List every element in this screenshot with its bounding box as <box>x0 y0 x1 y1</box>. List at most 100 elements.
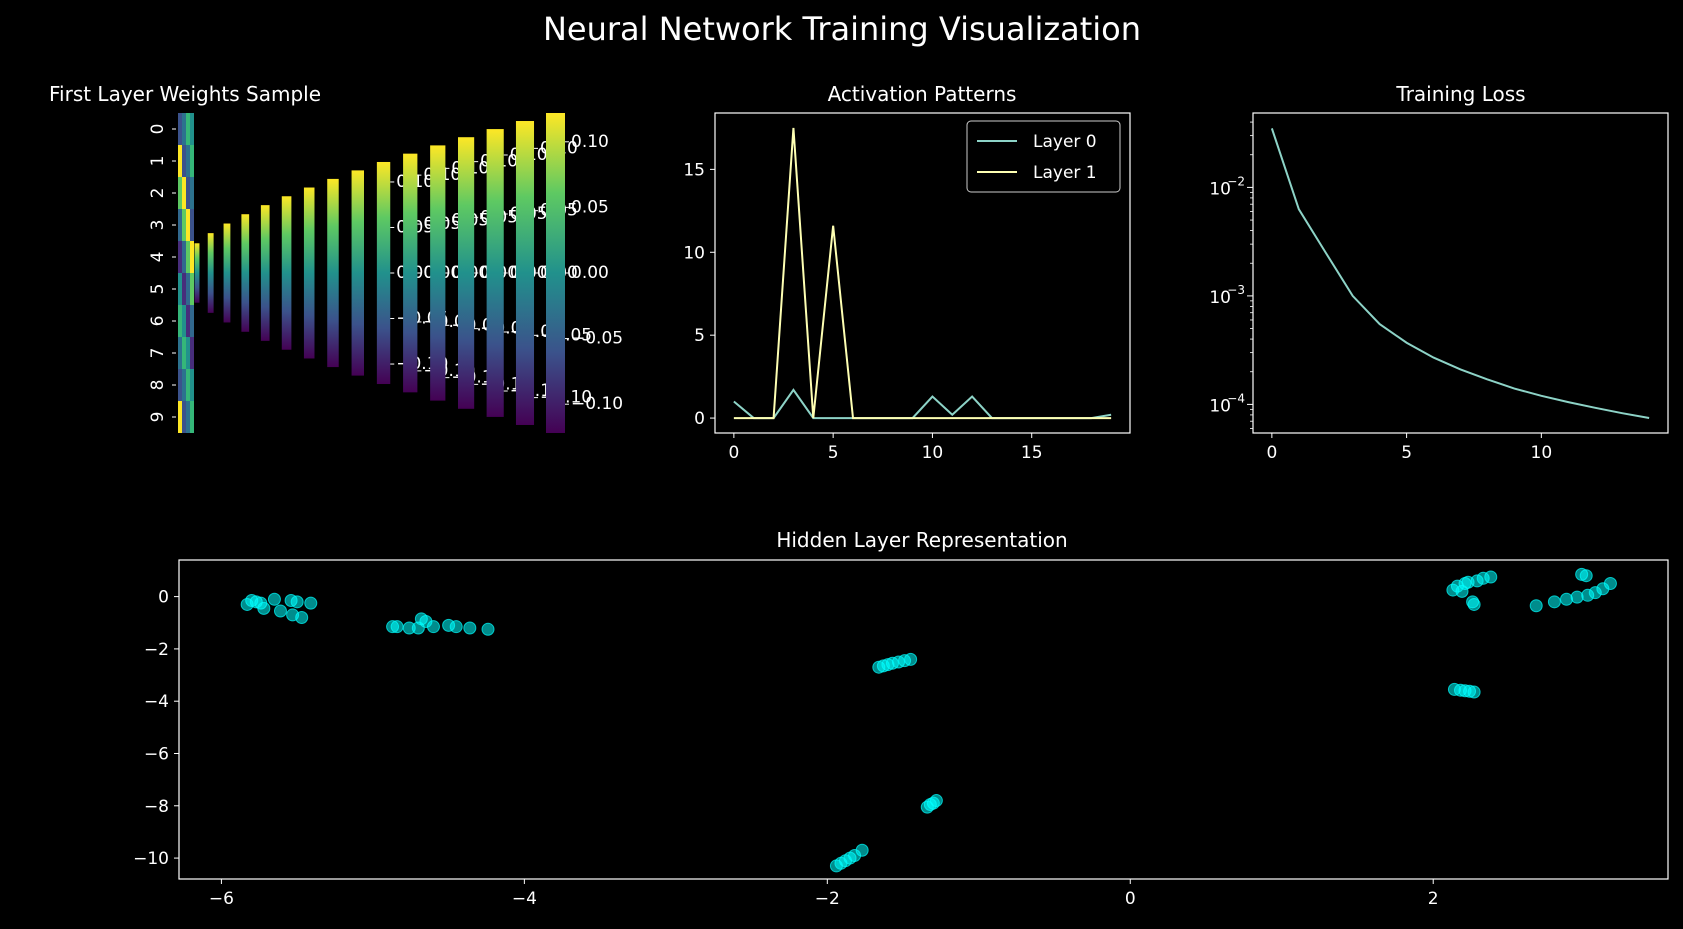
scatter-point <box>855 843 869 857</box>
scatter-point <box>1467 685 1481 699</box>
loss-xtick-label: 5 <box>1401 443 1412 463</box>
activation-frame <box>714 112 1131 434</box>
activation-chart: 0 5 10 15 0 5 10 15 Layer 0 Layer 1 <box>683 112 1131 463</box>
activation-line-layer0 <box>733 388 1112 420</box>
heatmap-cell <box>182 369 186 401</box>
scatter-point <box>1467 597 1481 611</box>
heatmap-cell <box>190 337 194 369</box>
hidden-ytick-label: −4 <box>144 692 169 712</box>
heatmap-title: First Layer Weights Sample <box>49 82 321 106</box>
heatmap-ytick-label: 9 <box>148 412 168 423</box>
hidden-xtick-label: −2 <box>815 889 840 909</box>
heatmap-cell <box>182 241 186 273</box>
activation-xtick-label: 5 <box>828 443 839 463</box>
activation-xtick-label: 0 <box>728 443 739 463</box>
scatter-point <box>1529 599 1543 613</box>
heatmap-cell <box>190 241 194 273</box>
scatter-point <box>449 620 463 634</box>
colorbar <box>486 129 504 417</box>
scatter-point <box>481 622 495 636</box>
colorbar <box>223 223 231 323</box>
scatter-point <box>426 620 440 634</box>
heatmap-ytick-label: 6 <box>148 316 168 327</box>
scatter-point <box>1547 595 1561 609</box>
scatter-point <box>463 621 477 635</box>
scatter-point <box>257 601 271 615</box>
activation-line-layer1 <box>733 127 1112 420</box>
hidden-xtick-label: 2 <box>1428 889 1439 909</box>
heatmap-cell <box>186 305 190 337</box>
heatmap-cell <box>182 273 186 305</box>
heatmap-cell <box>182 209 186 241</box>
heatmap-cell <box>178 273 182 305</box>
heatmap-cell <box>190 177 194 209</box>
colorbar <box>515 121 535 425</box>
legend-label: Layer 1 <box>1033 163 1097 183</box>
heatmap-ytick-label: 0 <box>148 124 168 135</box>
colorbar <box>351 170 365 376</box>
loss-ytick-exponent: −2 <box>1227 174 1245 188</box>
heatmap-cell <box>190 369 194 401</box>
hidden-xtick-label: −6 <box>209 889 234 909</box>
colorbar <box>194 243 200 303</box>
heatmap-cell <box>186 401 190 433</box>
heatmap-ytick-label: 2 <box>148 188 168 199</box>
scatter-point <box>290 595 304 609</box>
colorbar <box>376 161 391 385</box>
loss-title: Training Loss <box>1395 82 1525 106</box>
heatmap-ytick-label: 8 <box>148 380 168 391</box>
activation-ytick-label: 5 <box>694 326 705 346</box>
scatter-point <box>1484 570 1498 584</box>
hidden-ytick-label: 0 <box>158 588 169 608</box>
colorbar <box>303 187 315 359</box>
scatter-point <box>904 652 918 666</box>
colorbar-tick-label: 0.00 <box>571 263 609 283</box>
scatter-point <box>929 794 943 808</box>
heatmap-cell <box>178 177 182 209</box>
heatmap-cell <box>182 337 186 369</box>
hidden-scatter-chart: −6 −4 −2 0 2 0 −2 −4 −6 −8 −10 <box>133 559 1669 909</box>
loss-ytick-exponent: −3 <box>1227 283 1245 297</box>
loss-xtick-label: 0 <box>1266 443 1277 463</box>
heatmap-ytick-label: 5 <box>148 284 168 295</box>
legend-label: Layer 0 <box>1033 132 1097 152</box>
heatmap-cell <box>186 177 190 209</box>
figure-suptitle: Neural Network Training Visualization <box>543 10 1141 48</box>
heatmap-cell <box>190 113 194 145</box>
activation-xtick-label: 10 <box>922 443 944 463</box>
heatmap-cell <box>186 273 190 305</box>
scatter-point <box>304 596 318 610</box>
colorbar-tick-label: 0.05 <box>571 197 609 217</box>
scatter-point <box>295 611 309 625</box>
heatmap-cell <box>182 145 186 177</box>
colorbar <box>327 178 339 368</box>
activation-legend: Layer 0 Layer 1 <box>966 120 1121 193</box>
scatter-point <box>267 592 281 606</box>
activation-ytick-label: 10 <box>683 243 705 263</box>
loss-line <box>1270 128 1650 419</box>
heatmap-cell <box>186 113 190 145</box>
heatmap-ytick-label: 4 <box>148 252 168 263</box>
heatmap-cell <box>178 145 182 177</box>
colorbar <box>457 137 475 409</box>
scatter-point <box>390 620 404 634</box>
hidden-ytick-label: −10 <box>133 849 169 869</box>
hidden-ytick-label: −8 <box>144 797 169 817</box>
heatmap-cell <box>190 209 194 241</box>
heatmap-cell <box>190 273 194 305</box>
activation-ytick-label: 0 <box>694 409 705 429</box>
colorbar-tick-label: −0.05 <box>571 329 623 349</box>
heatmap-cell <box>182 177 186 209</box>
heatmap-cell <box>178 369 182 401</box>
scatter-point <box>1579 569 1593 583</box>
loss-ytick-exponent: −4 <box>1227 391 1245 405</box>
heatmap-cell <box>186 241 190 273</box>
colorbar <box>241 214 250 332</box>
heatmap-cell <box>186 209 190 241</box>
scatter-point <box>273 604 287 618</box>
heatmap-cell <box>190 145 194 177</box>
colorbar <box>430 145 446 401</box>
hidden-xtick-label: −4 <box>512 889 537 909</box>
loss-ytick-label: 10 <box>1209 396 1231 416</box>
